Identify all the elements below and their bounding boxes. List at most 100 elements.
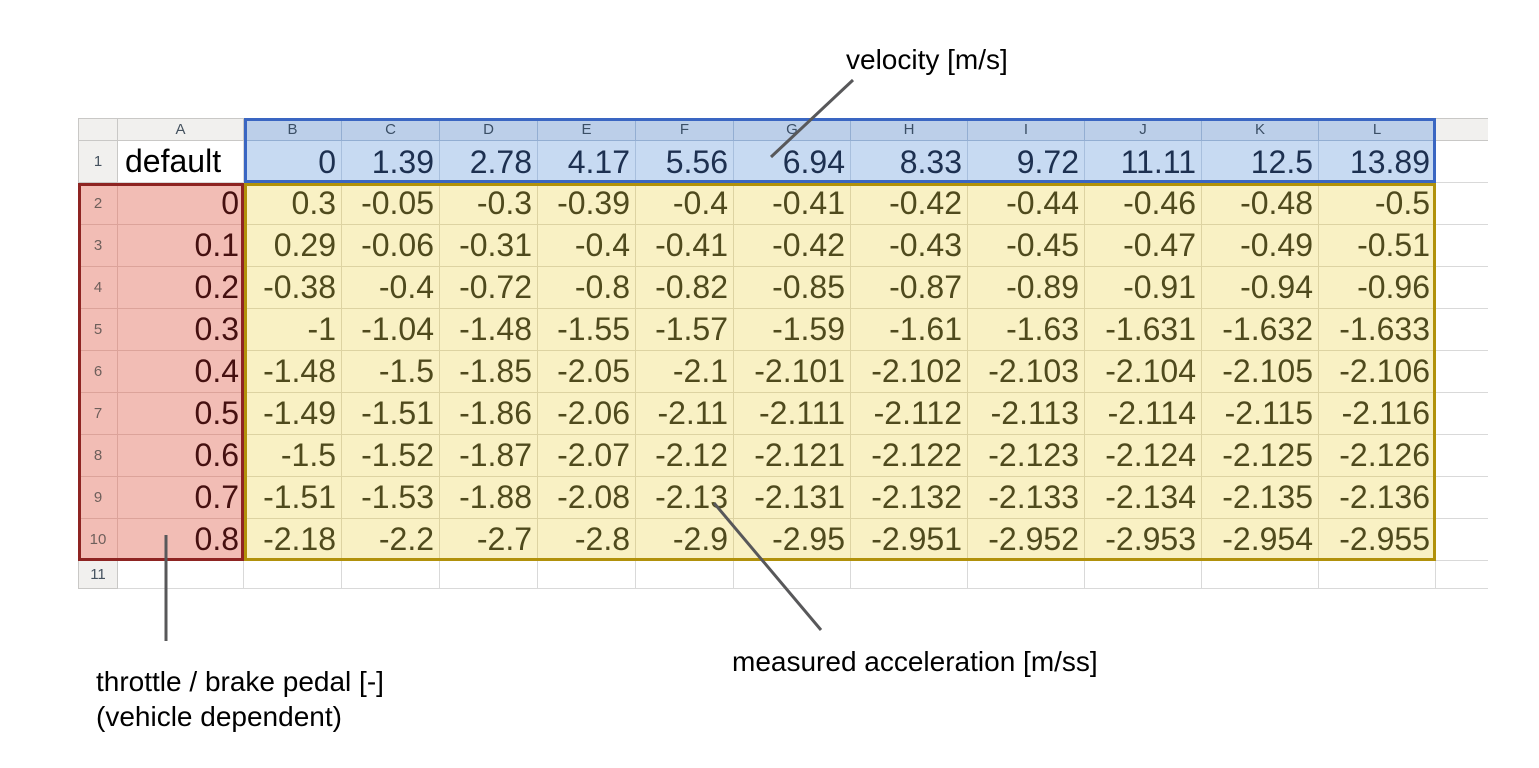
cell-G6[interactable]: -2.101 — [734, 351, 851, 393]
cell-L10[interactable]: -2.955 — [1319, 519, 1436, 561]
cell-E11[interactable] — [538, 561, 636, 589]
cell-G3[interactable]: -0.42 — [734, 225, 851, 267]
cell-I5[interactable]: -1.63 — [968, 309, 1085, 351]
cell-L5[interactable]: -1.633 — [1319, 309, 1436, 351]
cell-stub-11[interactable] — [1436, 561, 1488, 589]
cell-B1[interactable]: 0 — [244, 141, 342, 183]
cell-B7[interactable]: -1.49 — [244, 393, 342, 435]
cell-B11[interactable] — [244, 561, 342, 589]
cell-A6[interactable]: 0.4 — [118, 351, 244, 393]
cell-D8[interactable]: -1.87 — [440, 435, 538, 477]
cell-F10[interactable]: -2.9 — [636, 519, 734, 561]
cell-F7[interactable]: -2.11 — [636, 393, 734, 435]
cell-I1[interactable]: 9.72 — [968, 141, 1085, 183]
column-header-B[interactable]: B — [244, 118, 342, 141]
cell-J2[interactable]: -0.46 — [1085, 183, 1202, 225]
cell-H9[interactable]: -2.132 — [851, 477, 968, 519]
cell-stub-6[interactable] — [1436, 351, 1488, 393]
cell-C5[interactable]: -1.04 — [342, 309, 440, 351]
cell-F1[interactable]: 5.56 — [636, 141, 734, 183]
cell-E1[interactable]: 4.17 — [538, 141, 636, 183]
cell-A1[interactable]: default — [118, 141, 244, 183]
cell-C7[interactable]: -1.51 — [342, 393, 440, 435]
cell-F3[interactable]: -0.41 — [636, 225, 734, 267]
cell-C9[interactable]: -1.53 — [342, 477, 440, 519]
cell-H10[interactable]: -2.951 — [851, 519, 968, 561]
column-header-L[interactable]: L — [1319, 118, 1436, 141]
cell-K3[interactable]: -0.49 — [1202, 225, 1319, 267]
cell-A2[interactable]: 0 — [118, 183, 244, 225]
cell-G7[interactable]: -2.111 — [734, 393, 851, 435]
cell-B9[interactable]: -1.51 — [244, 477, 342, 519]
row-header-9[interactable]: 9 — [78, 477, 118, 519]
cell-E5[interactable]: -1.55 — [538, 309, 636, 351]
column-header-stub[interactable] — [1436, 118, 1488, 141]
cell-B4[interactable]: -0.38 — [244, 267, 342, 309]
cell-E2[interactable]: -0.39 — [538, 183, 636, 225]
cell-G11[interactable] — [734, 561, 851, 589]
cell-stub-1[interactable] — [1436, 141, 1488, 183]
row-header-4[interactable]: 4 — [78, 267, 118, 309]
cell-G1[interactable]: 6.94 — [734, 141, 851, 183]
cell-C2[interactable]: -0.05 — [342, 183, 440, 225]
cell-I10[interactable]: -2.952 — [968, 519, 1085, 561]
cell-B8[interactable]: -1.5 — [244, 435, 342, 477]
cell-A10[interactable]: 0.8 — [118, 519, 244, 561]
row-header-5[interactable]: 5 — [78, 309, 118, 351]
cell-L6[interactable]: -2.106 — [1319, 351, 1436, 393]
column-header-E[interactable]: E — [538, 118, 636, 141]
column-header-C[interactable]: C — [342, 118, 440, 141]
column-header-F[interactable]: F — [636, 118, 734, 141]
cell-I11[interactable] — [968, 561, 1085, 589]
cell-K2[interactable]: -0.48 — [1202, 183, 1319, 225]
cell-K5[interactable]: -1.632 — [1202, 309, 1319, 351]
cell-C8[interactable]: -1.52 — [342, 435, 440, 477]
cell-D1[interactable]: 2.78 — [440, 141, 538, 183]
cell-G2[interactable]: -0.41 — [734, 183, 851, 225]
cell-D10[interactable]: -2.7 — [440, 519, 538, 561]
cell-H11[interactable] — [851, 561, 968, 589]
cell-D3[interactable]: -0.31 — [440, 225, 538, 267]
cell-A5[interactable]: 0.3 — [118, 309, 244, 351]
cell-I2[interactable]: -0.44 — [968, 183, 1085, 225]
cell-E3[interactable]: -0.4 — [538, 225, 636, 267]
column-header-G[interactable]: G — [734, 118, 851, 141]
row-header-1[interactable]: 1 — [78, 141, 118, 183]
cell-K6[interactable]: -2.105 — [1202, 351, 1319, 393]
cell-G8[interactable]: -2.121 — [734, 435, 851, 477]
cell-J4[interactable]: -0.91 — [1085, 267, 1202, 309]
cell-stub-4[interactable] — [1436, 267, 1488, 309]
column-header-D[interactable]: D — [440, 118, 538, 141]
cell-G5[interactable]: -1.59 — [734, 309, 851, 351]
cell-K8[interactable]: -2.125 — [1202, 435, 1319, 477]
cell-stub-8[interactable] — [1436, 435, 1488, 477]
cell-D9[interactable]: -1.88 — [440, 477, 538, 519]
cell-A7[interactable]: 0.5 — [118, 393, 244, 435]
cell-I4[interactable]: -0.89 — [968, 267, 1085, 309]
cell-H8[interactable]: -2.122 — [851, 435, 968, 477]
cell-A3[interactable]: 0.1 — [118, 225, 244, 267]
cell-C6[interactable]: -1.5 — [342, 351, 440, 393]
cell-C11[interactable] — [342, 561, 440, 589]
cell-D5[interactable]: -1.48 — [440, 309, 538, 351]
cell-B5[interactable]: -1 — [244, 309, 342, 351]
row-header-11[interactable]: 11 — [78, 561, 118, 589]
cell-F8[interactable]: -2.12 — [636, 435, 734, 477]
cell-D4[interactable]: -0.72 — [440, 267, 538, 309]
cell-stub-2[interactable] — [1436, 183, 1488, 225]
column-header-K[interactable]: K — [1202, 118, 1319, 141]
cell-A9[interactable]: 0.7 — [118, 477, 244, 519]
cell-H3[interactable]: -0.43 — [851, 225, 968, 267]
cell-L2[interactable]: -0.5 — [1319, 183, 1436, 225]
cell-K11[interactable] — [1202, 561, 1319, 589]
column-header-J[interactable]: J — [1085, 118, 1202, 141]
sheet-corner[interactable] — [78, 118, 118, 141]
cell-D6[interactable]: -1.85 — [440, 351, 538, 393]
cell-stub-9[interactable] — [1436, 477, 1488, 519]
cell-A8[interactable]: 0.6 — [118, 435, 244, 477]
cell-D2[interactable]: -0.3 — [440, 183, 538, 225]
row-header-8[interactable]: 8 — [78, 435, 118, 477]
cell-J3[interactable]: -0.47 — [1085, 225, 1202, 267]
cell-B2[interactable]: 0.3 — [244, 183, 342, 225]
cell-J1[interactable]: 11.11 — [1085, 141, 1202, 183]
